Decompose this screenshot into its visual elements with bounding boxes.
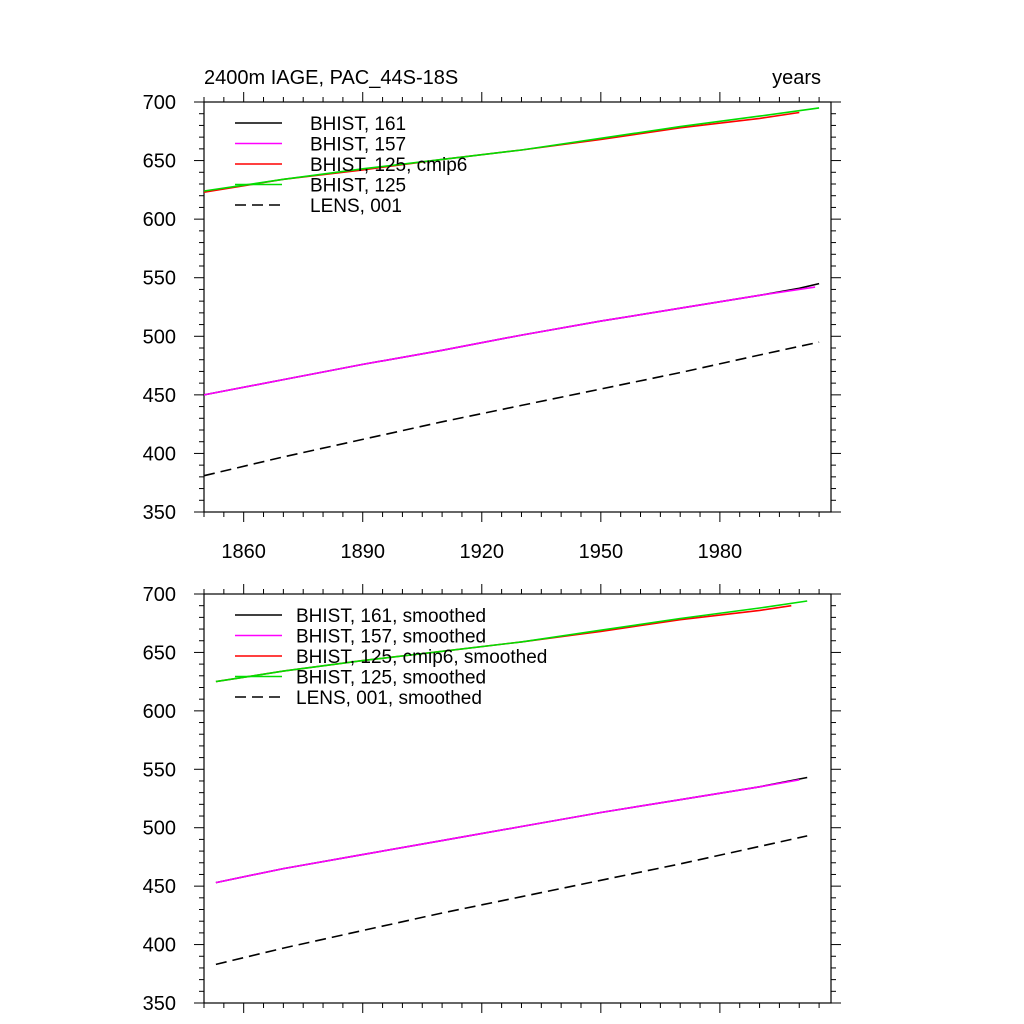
y-tick-label: 550 (143, 759, 176, 781)
x-tick-label: 1890 (340, 541, 385, 563)
plot-frame (203, 593, 832, 1004)
chart-units-label: years (772, 67, 821, 89)
legend-label: LENS, 001, smoothed (296, 688, 482, 709)
y-tick-label: 600 (143, 701, 176, 723)
legend-label: BHIST, 125, smoothed (296, 668, 486, 689)
plot-frame (203, 101, 832, 513)
series-line-4 (215, 600, 808, 683)
series-line-5 (203, 341, 820, 477)
y-tick-label: 350 (143, 502, 176, 524)
y-tick-label: 550 (143, 268, 176, 290)
y-tick-label: 400 (143, 443, 176, 465)
legend-label: BHIST, 125 (310, 176, 406, 197)
y-tick-label: 450 (143, 385, 176, 407)
chart-title: 2400m IAGE, PAC_44S-18S (204, 67, 458, 89)
x-tick-label: 1920 (460, 541, 505, 563)
legend-label: BHIST, 161 (310, 114, 406, 135)
y-tick-label: 650 (143, 642, 176, 664)
y-tick-label: 450 (143, 876, 176, 898)
legend-label: BHIST, 125, cmip6, smoothed (296, 647, 547, 668)
legend-label: BHIST, 161, smoothed (296, 606, 486, 627)
legend-label: BHIST, 157 (310, 135, 406, 156)
x-tick-label: 1950 (579, 541, 624, 563)
series-line-2 (203, 286, 816, 396)
chart-panel-1: 350 400 450 500 550 600 650 700 1860 1890 1920 1950… (143, 67, 841, 563)
legend-label: BHIST, 125, cmip6 (310, 155, 467, 176)
y-tick-label: 650 (143, 151, 176, 173)
x-tick-label: 1980 (698, 541, 743, 563)
chart-panel-2: 350 400 450 500 550 600 650 700 BHIST, 161, smoo… (143, 584, 841, 1015)
legend-label: LENS, 001 (310, 196, 402, 217)
y-tick-label: 350 (143, 993, 176, 1015)
series-line-2 (215, 779, 800, 884)
legend-label: BHIST, 157, smoothed (296, 627, 486, 648)
y-tick-label: 700 (143, 92, 176, 114)
x-tick-label: 1860 (221, 541, 266, 563)
y-tick-label: 500 (143, 818, 176, 840)
series-line-5 (215, 835, 808, 966)
series-line-4 (203, 107, 820, 192)
y-tick-label: 400 (143, 935, 176, 957)
y-tick-label: 700 (143, 584, 176, 606)
y-tick-label: 500 (143, 326, 176, 348)
y-tick-label: 600 (143, 209, 176, 231)
